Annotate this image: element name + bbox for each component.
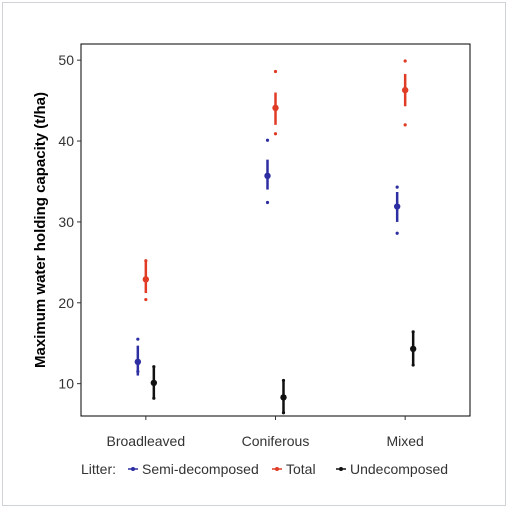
max-point <box>403 59 407 63</box>
max-point <box>395 185 399 189</box>
mean-point <box>393 203 401 210</box>
legend-title: Litter: <box>81 461 116 477</box>
min-point <box>273 132 278 136</box>
y-tick-label: 40 <box>58 133 74 149</box>
y-ticks: 10 20 30 40 50 <box>58 52 81 392</box>
legend-key-point <box>275 467 279 471</box>
min-point <box>411 363 415 367</box>
mean-point <box>142 276 150 283</box>
x-tick-label: Mixed <box>386 433 423 449</box>
legend-key-point <box>131 467 135 471</box>
y-tick-label: 30 <box>58 214 74 230</box>
mean-point <box>401 86 409 94</box>
mean-point <box>264 172 271 180</box>
min-point <box>265 200 270 205</box>
legend-label: Undecomposed <box>350 461 448 477</box>
series-semi-decomposed <box>134 138 401 376</box>
y-tick-label: 50 <box>58 52 74 68</box>
series-total <box>142 59 409 302</box>
x-ticks: Broadleaved Coniferous Mixed <box>107 416 424 449</box>
legend-item: Undecomposed <box>336 461 448 477</box>
max-point <box>144 259 148 263</box>
legend-label: Total <box>286 461 316 477</box>
min-point <box>144 297 148 302</box>
max-point <box>411 330 415 334</box>
mean-point <box>280 394 287 401</box>
min-point <box>281 411 286 415</box>
y-axis-title: Maximum water holding capacity (t/ha) <box>32 92 49 368</box>
series-undecomposed <box>150 330 417 415</box>
min-point <box>395 231 399 235</box>
legend-item: Semi-decomposed <box>128 461 259 477</box>
legend-key-point <box>339 467 343 471</box>
max-point <box>136 337 140 341</box>
min-point <box>403 123 407 127</box>
chart-frame <box>2 2 506 506</box>
y-tick-label: 20 <box>58 295 74 311</box>
data-marks <box>134 59 417 415</box>
legend-item: Total <box>272 461 316 477</box>
max-point <box>152 365 156 369</box>
legend: Litter: Semi-decomposed Total Undecomposed <box>81 461 448 477</box>
mean-point <box>272 104 279 112</box>
x-tick-label: Coniferous <box>242 433 310 449</box>
min-point <box>136 369 140 374</box>
mean-point <box>134 358 142 366</box>
mean-point <box>409 345 417 353</box>
max-point <box>281 378 286 383</box>
y-tick-label: 10 <box>58 376 74 392</box>
max-point <box>265 138 270 142</box>
x-tick-label: Broadleaved <box>107 433 186 449</box>
legend-label: Semi-decomposed <box>142 461 259 477</box>
mean-point <box>150 379 158 387</box>
min-point <box>152 396 156 400</box>
max-point <box>273 69 278 74</box>
